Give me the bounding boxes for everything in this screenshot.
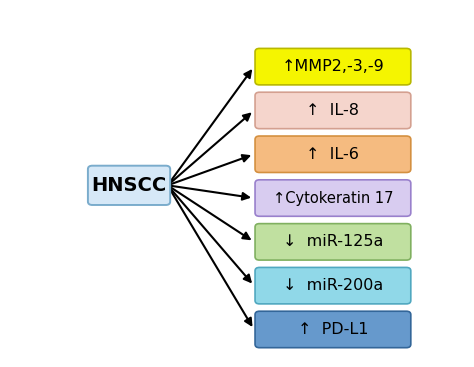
FancyBboxPatch shape: [255, 268, 411, 304]
Text: ↑MMP2,-3,-9: ↑MMP2,-3,-9: [282, 59, 384, 74]
FancyBboxPatch shape: [255, 136, 411, 172]
Text: ↑  PD-L1: ↑ PD-L1: [298, 322, 368, 337]
Text: ↓  miR-200a: ↓ miR-200a: [283, 278, 383, 293]
Text: HNSCC: HNSCC: [91, 176, 167, 195]
Text: ↑Cytokeratin 17: ↑Cytokeratin 17: [273, 190, 393, 206]
FancyBboxPatch shape: [255, 224, 411, 260]
Text: ↑  IL-6: ↑ IL-6: [307, 147, 359, 162]
FancyBboxPatch shape: [255, 180, 411, 216]
FancyBboxPatch shape: [255, 92, 411, 129]
FancyBboxPatch shape: [255, 48, 411, 85]
FancyBboxPatch shape: [88, 166, 170, 205]
Text: ↓  miR-125a: ↓ miR-125a: [283, 235, 383, 249]
Text: ↑  IL-8: ↑ IL-8: [306, 103, 359, 118]
FancyBboxPatch shape: [255, 311, 411, 348]
